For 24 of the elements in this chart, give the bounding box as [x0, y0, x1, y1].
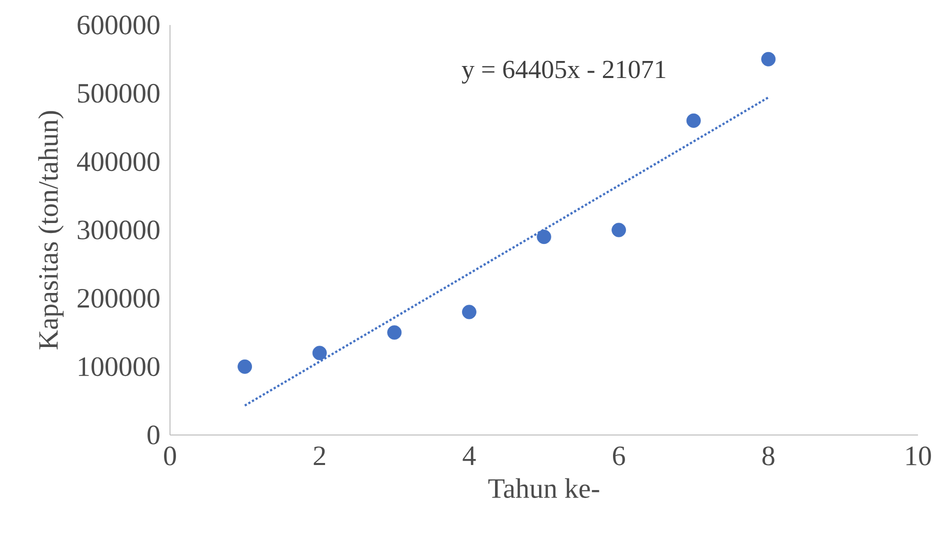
x-tick-label: 6 [613, 446, 625, 466]
point [686, 113, 701, 128]
point [612, 222, 626, 238]
y-tick-label: 100000 [78, 357, 160, 376]
y-tick-label: 300000 [78, 220, 160, 240]
point [312, 346, 327, 360]
point [462, 304, 476, 320]
point [238, 359, 252, 374]
annotation: y = 64405x - 21071 [462, 60, 666, 84]
point [536, 230, 552, 244]
y-tick-label: 200000 [78, 288, 160, 308]
y-tick-label: 500000 [78, 84, 160, 103]
x-tick-label: 10 [906, 446, 931, 466]
x-axis-title: Tahun ke- [488, 478, 600, 498]
point [761, 52, 776, 66]
y-tick-label: 400000 [77, 152, 160, 172]
point [387, 325, 402, 340]
x-tick-label: 4 [462, 446, 476, 465]
y-axis-title: Kapasitas (ton/tahun) [38, 111, 64, 350]
x-tick-label: 2 [314, 446, 326, 466]
x-tick-label: 0 [164, 446, 176, 466]
y-tick-label: 0 [148, 426, 160, 444]
y-tick-label: 600000 [78, 16, 160, 34]
x-tick-label: 8 [762, 446, 774, 466]
